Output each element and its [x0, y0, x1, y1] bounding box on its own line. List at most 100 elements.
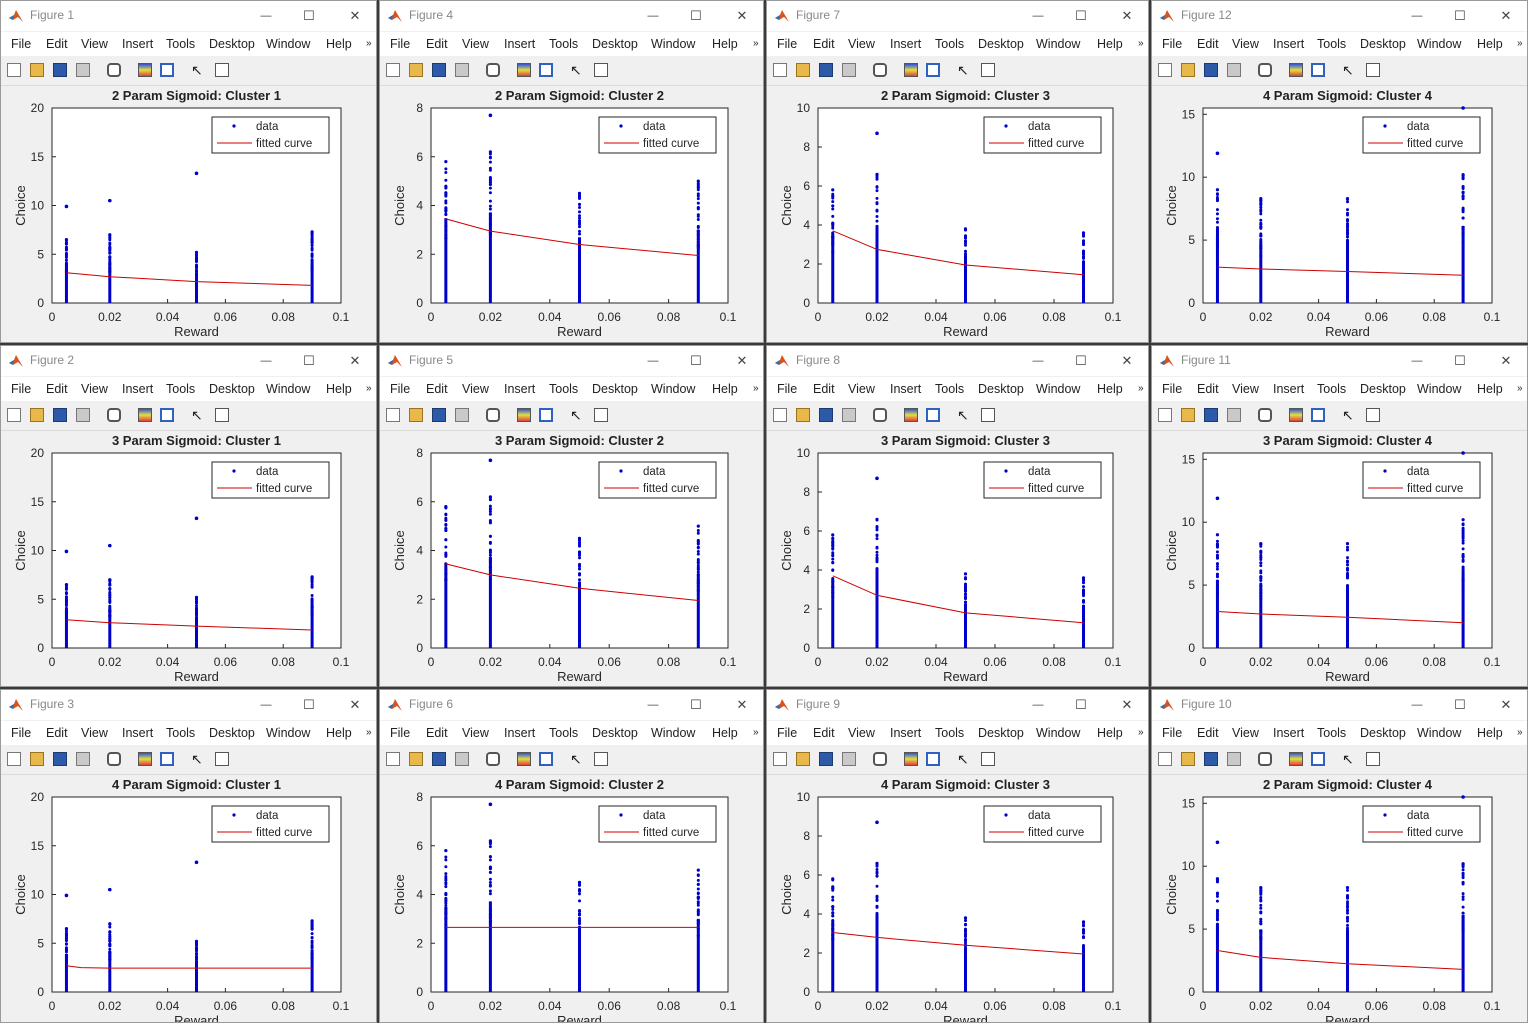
menu-view[interactable]: View: [1232, 726, 1259, 740]
colorbar-icon[interactable]: [138, 63, 152, 77]
new-figure-icon[interactable]: [7, 408, 21, 422]
menu-file[interactable]: File: [390, 382, 411, 396]
save-icon[interactable]: [432, 63, 446, 77]
menu-help[interactable]: Help: [1477, 37, 1503, 51]
minimize-button[interactable]: —: [1411, 699, 1423, 711]
menu-edit[interactable]: Edit: [46, 37, 68, 51]
menu-desktop[interactable]: Desktop: [1360, 726, 1406, 740]
menu-tools[interactable]: Tools: [1317, 37, 1347, 51]
new-figure-icon[interactable]: [773, 752, 787, 766]
menu-file[interactable]: File: [11, 726, 32, 740]
figure-window[interactable]: Figure 12 — ☐ ✕ File Edit View Insert Tools Deskt…: [1151, 0, 1528, 343]
menu-desktop[interactable]: Desktop: [1360, 37, 1406, 51]
save-icon[interactable]: [1204, 408, 1218, 422]
close-button[interactable]: ✕: [1121, 8, 1133, 23]
legend-icon[interactable]: [160, 63, 174, 77]
property-editor-icon[interactable]: [594, 63, 608, 77]
menu-insert[interactable]: Insert: [504, 726, 536, 740]
pointer-icon[interactable]: ↖: [957, 751, 969, 767]
print-icon[interactable]: [842, 63, 856, 77]
menu-insert[interactable]: Insert: [504, 37, 536, 51]
print-icon[interactable]: [455, 752, 469, 766]
legend[interactable]: data fitted curve: [598, 116, 717, 154]
menu-overflow-icon[interactable]: »: [1517, 727, 1523, 738]
legend-icon[interactable]: [160, 752, 174, 766]
colorbar-icon[interactable]: [517, 63, 531, 77]
figure-window[interactable]: Figure 4 — ☐ ✕ File Edit View Insert Tools Deskto…: [379, 0, 764, 343]
maximize-button[interactable]: ☐: [690, 353, 702, 368]
minimize-button[interactable]: —: [260, 699, 272, 711]
maximize-button[interactable]: ☐: [690, 697, 702, 712]
new-figure-icon[interactable]: [7, 63, 21, 77]
minimize-button[interactable]: —: [260, 355, 272, 367]
figure-window[interactable]: Figure 3 — ☐ ✕ File Edit View Insert Tools Deskto…: [0, 689, 377, 1023]
maximize-button[interactable]: ☐: [1454, 697, 1466, 712]
property-editor-icon[interactable]: [215, 752, 229, 766]
minimize-button[interactable]: —: [1032, 355, 1044, 367]
colorbar-icon[interactable]: [904, 408, 918, 422]
print-icon[interactable]: [842, 408, 856, 422]
property-editor-icon[interactable]: [981, 63, 995, 77]
menu-insert[interactable]: Insert: [890, 37, 922, 51]
legend-icon[interactable]: [539, 408, 553, 422]
legend[interactable]: data fitted curve: [598, 805, 717, 843]
close-button[interactable]: ✕: [1500, 8, 1512, 23]
legend[interactable]: data fitted curve: [1362, 116, 1481, 154]
menu-file[interactable]: File: [390, 726, 411, 740]
colorbar-icon[interactable]: [1289, 752, 1303, 766]
menu-tools[interactable]: Tools: [935, 726, 965, 740]
legend-icon[interactable]: [160, 408, 174, 422]
menu-desktop[interactable]: Desktop: [592, 382, 638, 396]
close-button[interactable]: ✕: [1121, 697, 1133, 712]
save-icon[interactable]: [819, 752, 833, 766]
print-icon[interactable]: [1227, 752, 1241, 766]
open-file-icon[interactable]: [30, 408, 44, 422]
menu-insert[interactable]: Insert: [122, 726, 154, 740]
menu-file[interactable]: File: [11, 382, 32, 396]
property-editor-icon[interactable]: [215, 408, 229, 422]
close-button[interactable]: ✕: [349, 697, 361, 712]
legend-icon[interactable]: [926, 63, 940, 77]
menu-file[interactable]: File: [1162, 382, 1183, 396]
menu-help[interactable]: Help: [326, 726, 352, 740]
save-icon[interactable]: [432, 752, 446, 766]
save-icon[interactable]: [1204, 752, 1218, 766]
menu-file[interactable]: File: [1162, 726, 1183, 740]
title-bar[interactable]: Figure 7 — ☐ ✕: [767, 1, 1148, 31]
menu-tools[interactable]: Tools: [166, 726, 196, 740]
menu-tools[interactable]: Tools: [549, 382, 579, 396]
save-icon[interactable]: [819, 408, 833, 422]
property-editor-icon[interactable]: [981, 408, 995, 422]
title-bar[interactable]: Figure 5 — ☐ ✕: [380, 346, 763, 376]
pointer-icon[interactable]: ↖: [191, 751, 203, 767]
title-bar[interactable]: Figure 8 — ☐ ✕: [767, 346, 1148, 376]
title-bar[interactable]: Figure 1 — ☐ ✕: [1, 1, 376, 31]
colorbar-icon[interactable]: [904, 752, 918, 766]
title-bar[interactable]: Figure 6 — ☐ ✕: [380, 690, 763, 720]
close-button[interactable]: ✕: [1500, 697, 1512, 712]
menu-view[interactable]: View: [462, 37, 489, 51]
menu-window[interactable]: Window: [651, 382, 696, 396]
link-icon[interactable]: [486, 752, 500, 766]
menu-desktop[interactable]: Desktop: [209, 726, 255, 740]
title-bar[interactable]: Figure 2 — ☐ ✕: [1, 346, 376, 376]
menu-tools[interactable]: Tools: [166, 382, 196, 396]
new-figure-icon[interactable]: [773, 63, 787, 77]
open-file-icon[interactable]: [409, 408, 423, 422]
menu-edit[interactable]: Edit: [813, 382, 835, 396]
menu-overflow-icon[interactable]: »: [1138, 727, 1144, 738]
print-icon[interactable]: [1227, 63, 1241, 77]
new-figure-icon[interactable]: [386, 752, 400, 766]
menu-help[interactable]: Help: [326, 37, 352, 51]
menu-edit[interactable]: Edit: [1197, 726, 1219, 740]
title-bar[interactable]: Figure 4 — ☐ ✕: [380, 1, 763, 31]
figure-window[interactable]: Figure 9 — ☐ ✕ File Edit View Insert Tools Deskto…: [766, 689, 1149, 1023]
pointer-icon[interactable]: ↖: [1342, 751, 1354, 767]
minimize-button[interactable]: —: [1411, 10, 1423, 22]
menu-tools[interactable]: Tools: [166, 37, 196, 51]
legend-icon[interactable]: [1311, 63, 1325, 77]
menu-window[interactable]: Window: [266, 37, 311, 51]
property-editor-icon[interactable]: [1366, 752, 1380, 766]
menu-view[interactable]: View: [848, 382, 875, 396]
menu-tools[interactable]: Tools: [549, 37, 579, 51]
